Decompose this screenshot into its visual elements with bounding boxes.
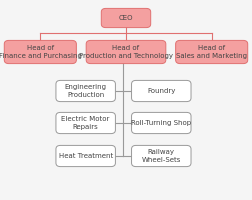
FancyBboxPatch shape: [132, 145, 191, 167]
FancyBboxPatch shape: [86, 40, 166, 64]
Text: Heat Treatment: Heat Treatment: [58, 153, 113, 159]
Text: Head of
Finance and Purchasing: Head of Finance and Purchasing: [0, 45, 82, 59]
Text: CEO: CEO: [119, 15, 133, 21]
Text: Head of
Sales and Marketing: Head of Sales and Marketing: [176, 45, 247, 59]
FancyBboxPatch shape: [56, 80, 115, 102]
Text: Foundry: Foundry: [147, 88, 175, 94]
FancyBboxPatch shape: [4, 40, 76, 64]
FancyBboxPatch shape: [132, 80, 191, 102]
Text: Railway
Wheel-Sets: Railway Wheel-Sets: [142, 149, 181, 163]
FancyBboxPatch shape: [56, 145, 115, 167]
FancyBboxPatch shape: [132, 112, 191, 134]
Text: Roll-Turning Shop: Roll-Turning Shop: [131, 120, 191, 126]
Text: Head of
Production and Technology: Head of Production and Technology: [79, 45, 173, 59]
FancyBboxPatch shape: [101, 8, 151, 28]
FancyBboxPatch shape: [176, 40, 248, 64]
Text: Engineering
Production: Engineering Production: [65, 84, 107, 98]
FancyBboxPatch shape: [56, 112, 115, 134]
Text: Electric Motor
Repairs: Electric Motor Repairs: [61, 116, 110, 130]
